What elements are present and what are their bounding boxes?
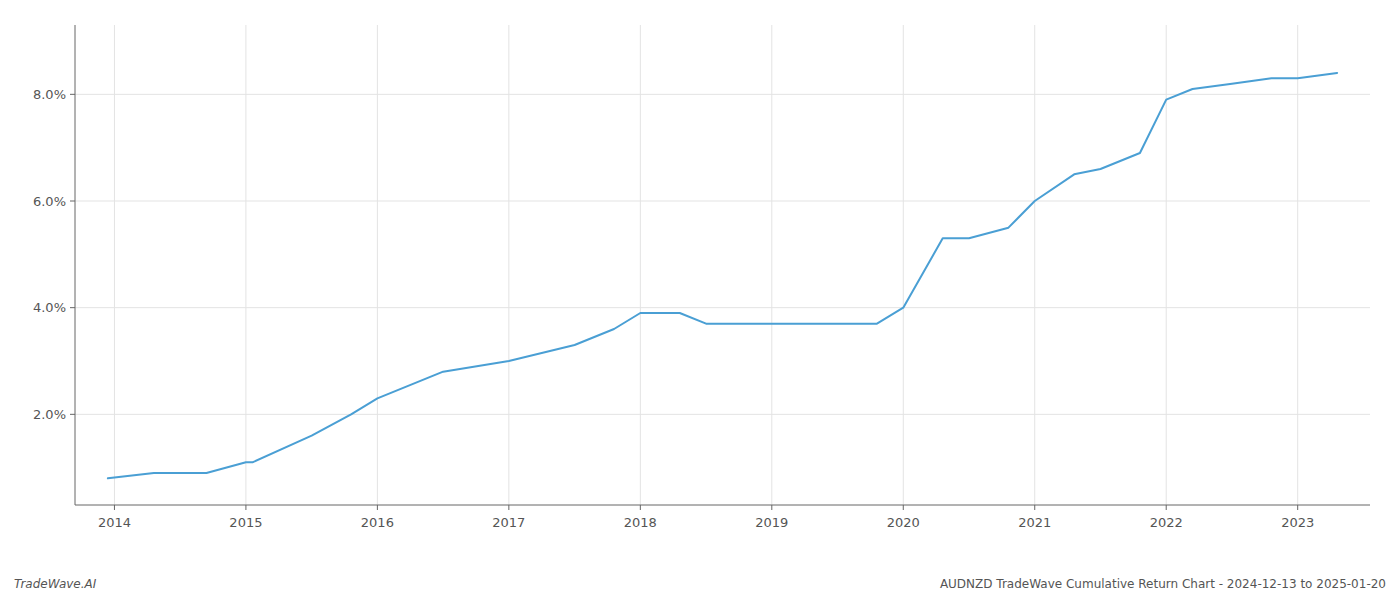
x-tick-label: 2014 bbox=[98, 515, 131, 530]
y-tick-label: 8.0% bbox=[33, 87, 66, 102]
x-grid-line bbox=[903, 25, 904, 505]
x-tick-label: 2019 bbox=[755, 515, 788, 530]
y-tick bbox=[70, 94, 75, 95]
y-tick bbox=[70, 307, 75, 308]
footer-left: TradeWave.AI bbox=[14, 577, 97, 591]
x-tick-label: 2017 bbox=[492, 515, 525, 530]
x-grid-line bbox=[245, 25, 246, 505]
x-tick-label: 2016 bbox=[361, 515, 394, 530]
x-tick-label: 2020 bbox=[887, 515, 920, 530]
y-tick-label: 4.0% bbox=[33, 300, 66, 315]
x-grid-line bbox=[1297, 25, 1298, 505]
y-axis-line bbox=[75, 25, 76, 505]
x-tick bbox=[771, 505, 772, 510]
plot-area bbox=[108, 73, 1337, 478]
x-tick bbox=[114, 505, 115, 510]
x-tick-label: 2022 bbox=[1150, 515, 1183, 530]
x-grid-line bbox=[1166, 25, 1167, 505]
chart-svg: 2014 2015 2016 2017 2018 2019 2020 2021 2022 2023… bbox=[0, 0, 1400, 600]
x-tick bbox=[640, 505, 641, 510]
x-grid-line bbox=[640, 25, 641, 505]
background bbox=[0, 0, 1400, 600]
x-tick bbox=[903, 505, 904, 510]
x-tick-label: 2015 bbox=[229, 515, 262, 530]
x-tick bbox=[245, 505, 246, 510]
x-tick-label: 2021 bbox=[1018, 515, 1051, 530]
y-tick bbox=[70, 201, 75, 202]
y-grid-line bbox=[75, 307, 1370, 308]
chart-container: 2014 2015 2016 2017 2018 2019 2020 2021 2022 2023… bbox=[0, 0, 1400, 600]
y-grid-line bbox=[75, 201, 1370, 202]
y-tick-label: 2.0% bbox=[33, 407, 66, 422]
y-grid-line bbox=[75, 414, 1370, 415]
y-tick-label: 6.0% bbox=[33, 194, 66, 209]
x-grid-line bbox=[1034, 25, 1035, 505]
x-tick bbox=[508, 505, 509, 510]
x-tick-label: 2018 bbox=[624, 515, 657, 530]
x-tick-label: 2023 bbox=[1281, 515, 1314, 530]
data-line bbox=[108, 73, 1337, 478]
x-grid-line bbox=[114, 25, 115, 505]
x-axis-line bbox=[75, 505, 1370, 506]
y-grid-line bbox=[75, 94, 1370, 95]
y-tick bbox=[70, 414, 75, 415]
texts: 2014 2015 2016 2017 2018 2019 2020 2021 2022 2023… bbox=[14, 87, 1386, 591]
axes bbox=[70, 25, 1370, 510]
x-tick bbox=[377, 505, 378, 510]
footer-right: AUDNZD TradeWave Cumulative Return Chart… bbox=[940, 577, 1386, 591]
x-tick bbox=[1297, 505, 1298, 510]
x-grid-line bbox=[377, 25, 378, 505]
x-tick bbox=[1166, 505, 1167, 510]
x-tick bbox=[1034, 505, 1035, 510]
x-grid-line bbox=[508, 25, 509, 505]
grid bbox=[75, 25, 1370, 505]
x-grid-line bbox=[771, 25, 772, 505]
